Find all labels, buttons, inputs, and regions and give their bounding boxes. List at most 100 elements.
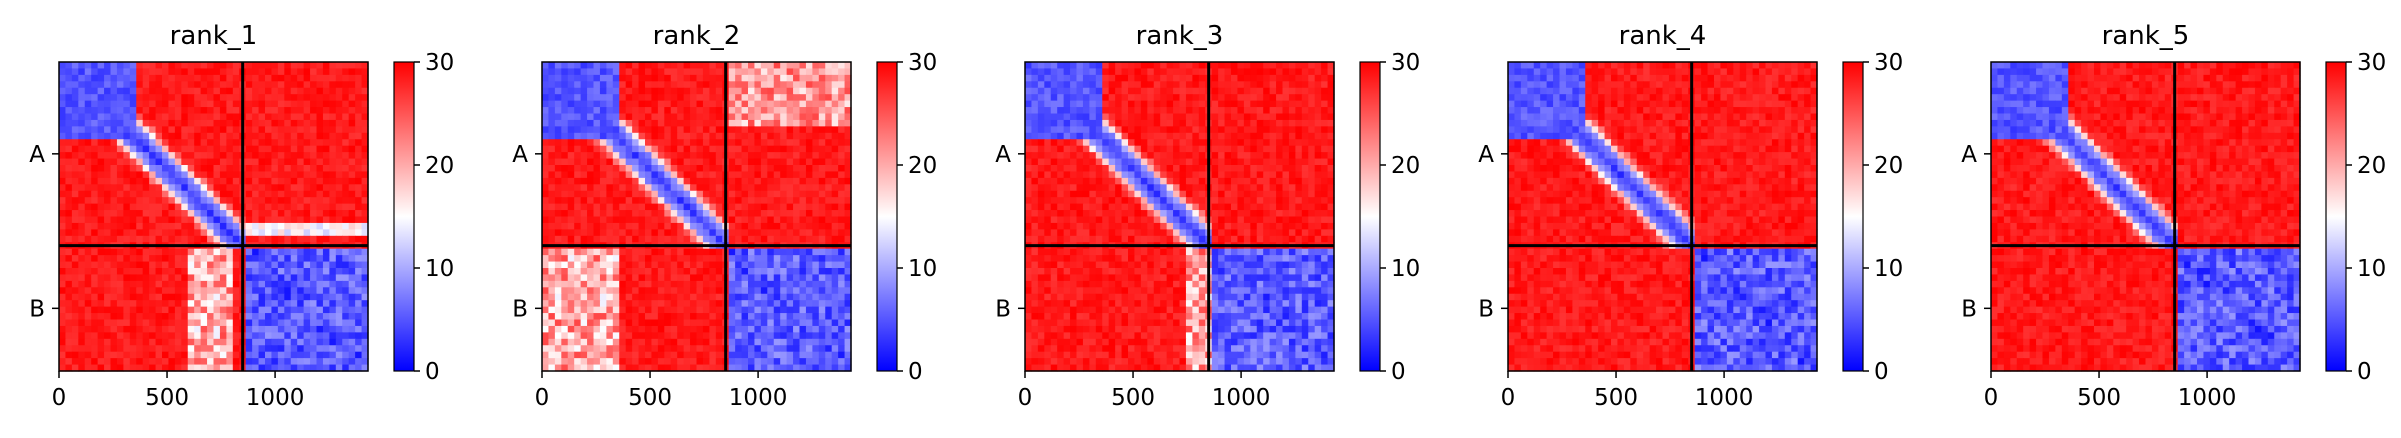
heatmap-cell [587,62,595,70]
heatmap-cell [793,132,801,140]
heatmap-cell [748,100,756,108]
heatmap-cell [187,145,195,153]
heatmap-cell [587,325,595,333]
heatmap-cell [1218,94,1226,102]
heatmap-cell [542,268,550,276]
heatmap-cell [207,113,215,121]
heatmap-cell [831,177,839,185]
heatmap-cell [168,210,176,218]
heatmap-cell [683,87,691,95]
heatmap-cell [754,94,762,102]
heatmap-cell [355,255,363,263]
heatmap-cell [297,107,305,115]
heatmap-cell [799,306,807,314]
heatmap-cell [1321,68,1329,76]
heatmap-cell [245,351,253,359]
heatmap-cell [116,364,124,372]
heatmap-cell [271,306,279,314]
heatmap-cell [116,319,124,327]
heatmap-cell [149,358,157,366]
heatmap-cell [696,62,704,70]
heatmap-cell [754,145,762,153]
heatmap-cell [149,165,157,173]
heatmap-cell [219,139,227,147]
heatmap-cell [715,216,723,224]
heatmap-cell [1321,87,1329,95]
heatmap-cell [329,62,337,70]
heatmap-cell [252,87,260,95]
heatmap-cell [232,94,240,102]
heatmap-cell [123,216,131,224]
heatmap-cell [265,222,273,230]
heatmap-cell [71,358,79,366]
heatmap-cell [65,268,73,276]
heatmap-cell [587,306,595,314]
heatmap-cell [561,132,569,140]
heatmap-cell [786,274,794,282]
heatmap-cell [335,184,343,192]
heatmap-cell [71,325,79,333]
heatmap-cell [290,184,298,192]
heatmap-cell [677,358,685,366]
heatmap-cell [129,113,137,121]
heatmap-cell [187,62,195,70]
heatmap-cell [84,364,92,372]
heatmap-cell [735,222,743,230]
heatmap-cell [258,229,266,237]
heatmap-cell [1140,62,1148,70]
heatmap-cell [219,216,227,224]
heatmap-cell [548,74,556,82]
heatmap-cell [1243,81,1251,89]
heatmap-cell [606,177,614,185]
heatmap-cell [303,261,311,269]
heatmap-cell [335,261,343,269]
heatmap-cell [580,119,588,127]
heatmap-cell [181,119,189,127]
heatmap-cell [348,152,356,160]
heatmap-cell [297,165,305,173]
heatmap-cell [71,139,79,147]
colorbar-tick-label: 20 [908,153,937,179]
heatmap-cell [181,171,189,179]
heatmap-cell [168,107,176,115]
heatmap-cell [252,62,260,70]
heatmap-cell [162,210,170,218]
heatmap-cell [690,280,698,288]
heatmap-cell [702,119,710,127]
heatmap-cell [542,62,550,70]
heatmap-cell [200,345,208,353]
heatmap-cell [200,280,208,288]
heatmap-cell [805,222,813,230]
heatmap-cell [542,152,550,160]
heatmap-cell [303,235,311,243]
heatmap-cell [110,358,118,366]
heatmap-cell [123,158,131,166]
heatmap-cell [162,300,170,308]
heatmap-cell [142,306,150,314]
heatmap-cell [1031,81,1039,89]
heatmap-cell [123,287,131,295]
heatmap-cell [825,113,833,121]
heatmap-cell [187,338,195,346]
heatmap-cell [780,107,788,115]
heatmap-cell [207,145,215,153]
heatmap-cell [677,107,685,115]
heatmap-cell [1108,68,1116,76]
heatmap-cell [78,268,86,276]
heatmap-cell [805,338,813,346]
heatmap-cell [316,261,324,269]
heatmap-cell [258,177,266,185]
heatmap-cell [638,158,646,166]
heatmap-cell [554,306,562,314]
heatmap-cell [277,165,285,173]
heatmap-cell [786,332,794,340]
heatmap-cell [1198,68,1206,76]
heatmap-grid [542,62,852,372]
heatmap-cell [168,319,176,327]
heatmap-cell [715,74,723,82]
heatmap-cell [709,210,717,218]
heatmap-cell [149,139,157,147]
heatmap-cell [316,345,324,353]
heatmap-cell [322,177,330,185]
heatmap-cell [1095,100,1103,108]
